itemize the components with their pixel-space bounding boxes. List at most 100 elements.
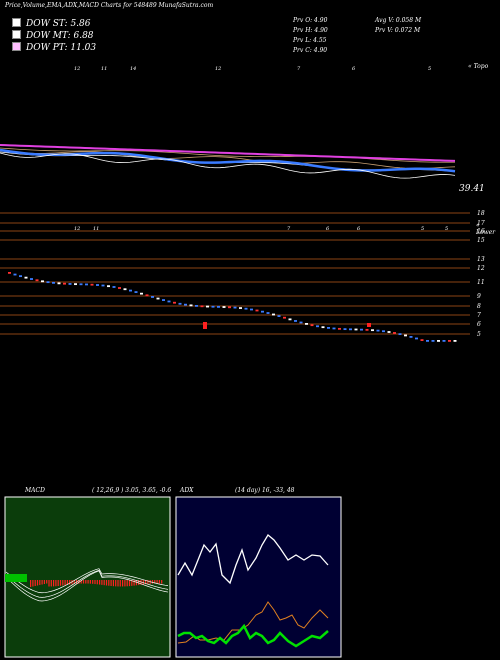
macd-histogram-bar [154, 580, 156, 584]
macd-panel [4, 496, 171, 658]
price-candle [272, 313, 275, 316]
top-date-label: 11 [101, 66, 107, 72]
adx-params: (14 day) 16, -33, 48 [235, 487, 295, 494]
top-date-label: 5 [428, 66, 431, 72]
price-date-label: 7 [287, 226, 291, 232]
topo-label: « Topo [468, 63, 489, 70]
price-candle [96, 284, 99, 286]
macd-histogram-bar [133, 580, 135, 586]
macd-label: MACD [25, 487, 45, 494]
macd-histogram-bar [122, 580, 124, 587]
dow-pt-text: DOW PT: 11.03 [26, 43, 97, 53]
price-candle [387, 331, 391, 333]
macd-histogram-bar [34, 580, 36, 586]
ema-line [0, 144, 456, 162]
macd-histogram-bar [43, 580, 45, 584]
price-candle [217, 305, 220, 308]
price-candle [338, 327, 341, 330]
macd-histogram-bar [92, 580, 94, 584]
price-candle [24, 276, 28, 279]
price-candle [200, 305, 204, 308]
price-candle [266, 312, 270, 314]
price-candle [371, 329, 374, 332]
adx-label: ADX [180, 487, 194, 494]
lower-label: « Lower [476, 222, 496, 236]
price-candle [151, 296, 154, 298]
price-candle [294, 320, 297, 322]
macd-histogram-bar [142, 580, 144, 585]
price-candle [409, 336, 413, 338]
top-date-label: 12 [215, 66, 221, 72]
price-candle [244, 307, 248, 310]
top-date-label: 14 [130, 66, 136, 72]
price-candle [8, 272, 11, 274]
price-candle [261, 310, 264, 313]
macd-signal-line [5, 569, 169, 598]
price-date-label: 6 [357, 226, 361, 232]
macd-histogram-bar [115, 580, 117, 587]
price-candle [365, 328, 369, 331]
ema-line [0, 147, 456, 163]
price-candle [123, 288, 127, 291]
macd-histogram-bar [119, 580, 121, 587]
macd-histogram-bar [105, 580, 108, 586]
dow-mt-swatch [12, 30, 21, 39]
price-date-label: 11 [93, 226, 99, 232]
macd-histogram-bar [48, 580, 50, 587]
price-candle [431, 340, 435, 342]
macd-histogram-bar [32, 580, 34, 587]
price-candle [299, 321, 303, 324]
price-candle [30, 278, 33, 280]
price-candle [112, 286, 116, 288]
price-candle [310, 324, 314, 327]
price-candle [74, 283, 77, 286]
price-date-label: 12 [74, 226, 80, 232]
price-candle [140, 292, 143, 295]
price-candle [332, 327, 336, 330]
price-candle [107, 285, 110, 288]
macd-params: ( 12,26,9 ) 3.05, 3.65, -0.6 [92, 487, 172, 494]
price-candle [68, 283, 72, 285]
dow-mt-text: DOW MT: 6.88 [26, 31, 94, 41]
price-candle [41, 280, 44, 283]
price-level-label: 18 [477, 210, 485, 217]
price-candle [178, 302, 182, 305]
dow-st-swatch [12, 18, 21, 27]
macd-histogram-bar [46, 580, 48, 584]
price-candle [426, 340, 429, 342]
price-candle [19, 275, 22, 278]
macd-histogram-bar [89, 580, 91, 584]
price-level-label: 7 [477, 312, 481, 319]
price-candle [437, 340, 440, 342]
macd-histogram-bar [128, 580, 131, 587]
macd-histogram-bar [59, 580, 62, 586]
price-candle [239, 307, 242, 309]
macd-histogram-bar [126, 580, 128, 587]
adx-panel [175, 496, 342, 658]
price-candle [349, 328, 352, 331]
adx-plus-di-line [177, 534, 329, 585]
price-candle [404, 334, 407, 337]
price-level-label: 12 [477, 265, 485, 272]
price-candle [448, 340, 451, 342]
price-level-label: 5 [477, 331, 481, 338]
price-candle [393, 332, 396, 334]
prv-high: Prv H: 4.90 [293, 27, 328, 34]
price-level-label: 8 [477, 303, 481, 310]
price-candle [228, 306, 231, 309]
price-candle [13, 273, 17, 276]
avg-volume: Avg V: 0.058 M [375, 17, 422, 24]
ema-last-value: 39.41 [459, 184, 485, 194]
price-level-label: 6 [477, 321, 481, 328]
price-date-label: 6 [326, 226, 330, 232]
adx-minus-di-line [177, 601, 329, 644]
price-level-label: 17 [477, 220, 485, 227]
macd-histogram-bar [55, 580, 57, 587]
price-candle [145, 294, 149, 297]
price-candle [52, 281, 55, 284]
prv-close: Prv C: 4.90 [293, 47, 328, 54]
price-candle [442, 340, 446, 342]
price-candle [327, 327, 330, 329]
macd-histogram-bar [117, 580, 119, 587]
